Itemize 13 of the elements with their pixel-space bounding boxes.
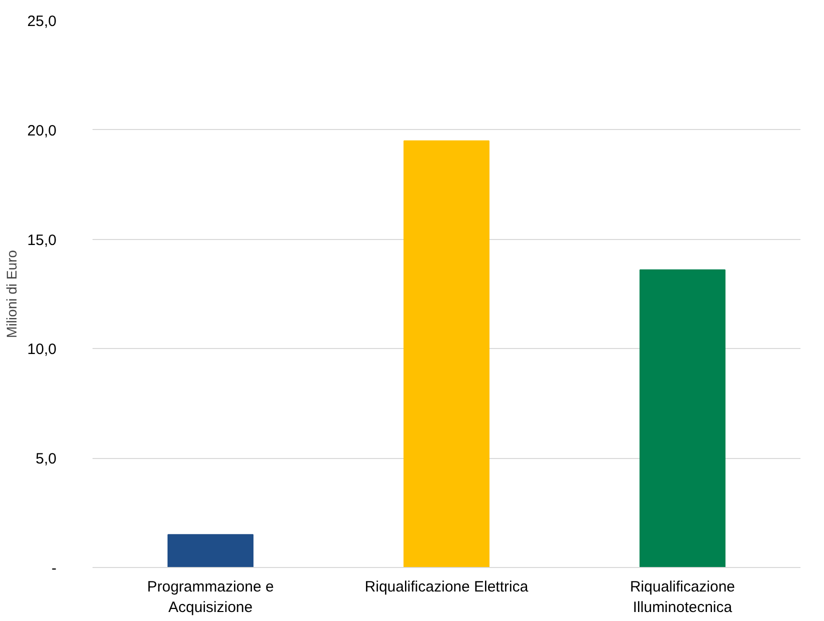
x-tick-label: Riqualificazione Elettrica <box>364 578 529 596</box>
bar <box>168 534 254 568</box>
y-tick-label: 25,0 <box>27 13 57 30</box>
bar <box>404 140 490 568</box>
bar <box>640 269 726 568</box>
y-tick-label: 20,0 <box>27 122 57 140</box>
y-tick-label: - <box>52 560 57 577</box>
x-tick-label: Programmazione e Acquisizione <box>147 578 274 616</box>
y-tick-label: 10,0 <box>27 341 57 358</box>
y-tick-label: 15,0 <box>27 232 57 249</box>
y-tick-label: 5,0 <box>36 450 57 468</box>
y-axis-title: Milioni di Euro <box>3 250 20 338</box>
x-tick-label: Riqualificazione Illuminotecnica <box>630 578 736 616</box>
